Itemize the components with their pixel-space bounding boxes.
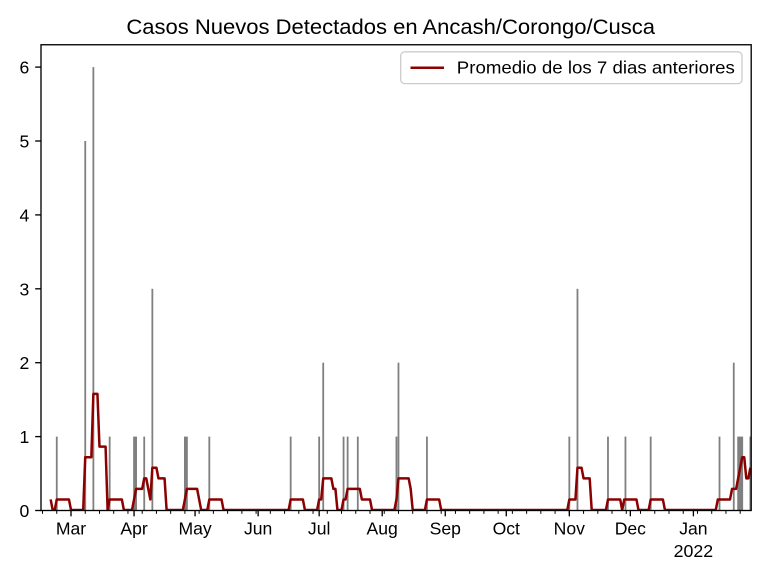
svg-text:Sep: Sep (430, 519, 462, 539)
svg-text:2022: 2022 (674, 541, 714, 561)
svg-text:Casos Nuevos Detectados en Anc: Casos Nuevos Detectados en Ancash/Corong… (126, 16, 655, 39)
svg-text:3: 3 (20, 279, 30, 299)
svg-text:6: 6 (20, 58, 30, 78)
svg-text:Oct: Oct (493, 519, 520, 539)
svg-text:May: May (178, 519, 211, 539)
svg-text:Dec: Dec (615, 519, 646, 539)
svg-text:Apr: Apr (120, 519, 148, 539)
svg-text:Mar: Mar (56, 519, 86, 539)
svg-text:Jun: Jun (244, 519, 272, 539)
svg-text:Aug: Aug (367, 519, 398, 539)
svg-text:Jan: Jan (679, 519, 707, 539)
svg-text:5: 5 (20, 132, 30, 152)
svg-text:Jul: Jul (308, 519, 331, 539)
svg-text:Promedio de los 7 dias anterio: Promedio de los 7 dias anteriores (457, 57, 735, 77)
svg-text:1: 1 (20, 427, 30, 447)
svg-text:0: 0 (20, 501, 30, 521)
svg-text:2: 2 (20, 353, 30, 373)
svg-text:4: 4 (20, 205, 30, 225)
svg-text:Nov: Nov (554, 519, 585, 539)
